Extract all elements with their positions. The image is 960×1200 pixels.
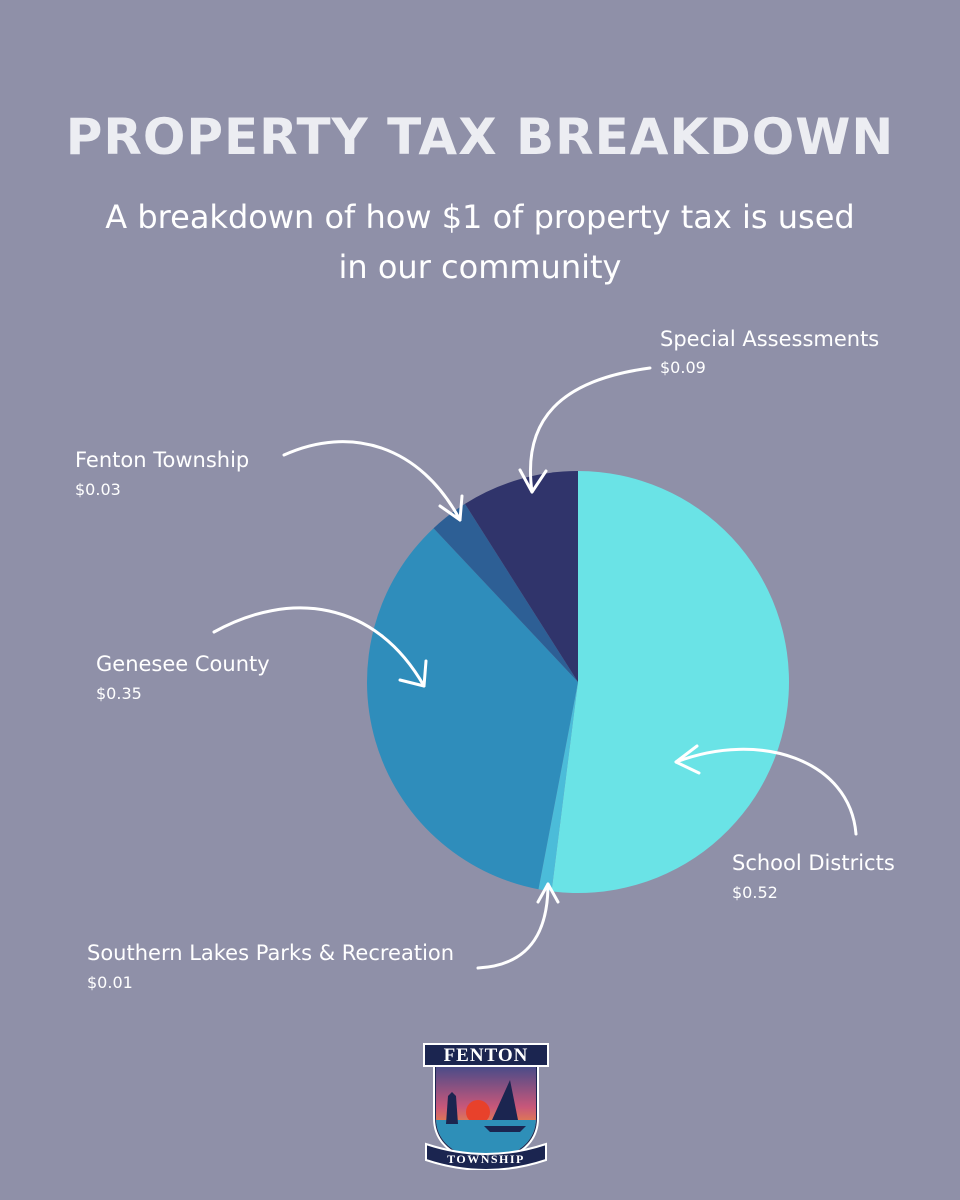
slice-value-special-assessments: $0.09 bbox=[660, 358, 706, 377]
pie-slice-genesee-county bbox=[366, 528, 578, 890]
slice-label-southern-lakes: Southern Lakes Parks & Recreation bbox=[87, 941, 454, 965]
arrow-fenton-township bbox=[282, 440, 464, 522]
slice-value-genesee-county: $0.35 bbox=[96, 684, 142, 703]
logo-top-text: FENTON bbox=[444, 1045, 529, 1066]
slice-label-genesee-county: Genesee County bbox=[96, 652, 270, 676]
slice-label-school-districts: School Districts bbox=[732, 851, 895, 875]
pie-slice-special-assessments bbox=[464, 471, 578, 682]
slice-value-fenton-township: $0.03 bbox=[75, 480, 121, 499]
arrow-school-districts bbox=[674, 744, 858, 836]
chart-subtitle: A breakdown of how $1 of property tax is… bbox=[105, 198, 855, 286]
chart-title: PROPERTY TAX BREAKDOWN bbox=[65, 108, 895, 166]
arrow-southern-lakes bbox=[476, 882, 560, 970]
pie-slice-fenton-township bbox=[433, 503, 578, 682]
arrow-genesee-county bbox=[212, 606, 428, 688]
pie-slice-southern-lakes-parks-recreation bbox=[538, 682, 578, 892]
fenton-township-logo: FENTON TOWNSHIP bbox=[423, 1043, 549, 1170]
slice-value-southern-lakes: $0.01 bbox=[87, 973, 133, 992]
slice-label-special-assessments: Special Assessments bbox=[660, 327, 879, 351]
pie-slices bbox=[366, 471, 789, 893]
slice-label-fenton-township: Fenton Township bbox=[75, 448, 249, 472]
arrow-special-assessments bbox=[518, 366, 652, 494]
pie-slice-school-districts bbox=[551, 471, 789, 893]
logo-bottom-text: TOWNSHIP bbox=[447, 1152, 525, 1166]
slice-value-school-districts: $0.52 bbox=[732, 883, 778, 902]
